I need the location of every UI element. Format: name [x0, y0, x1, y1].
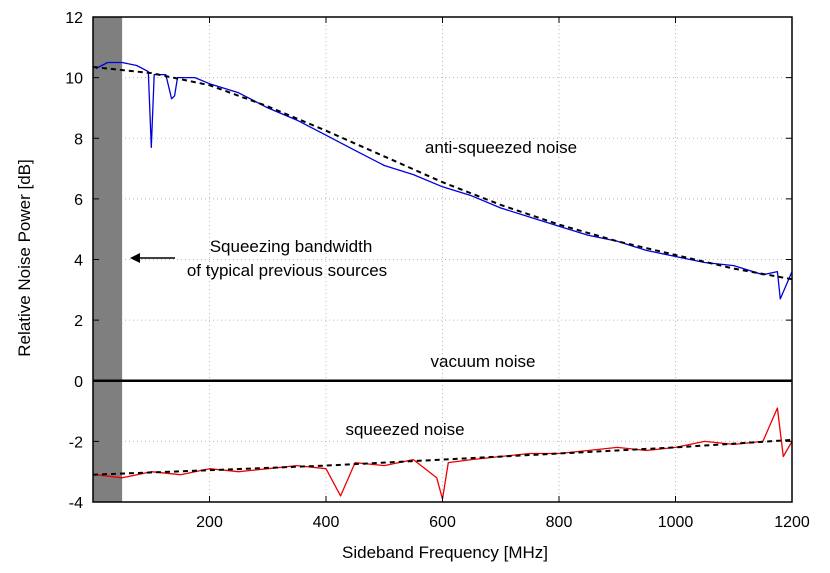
- y-tick-label: 12: [65, 10, 83, 27]
- series-layer: [92, 61, 793, 500]
- tick-labels: 200 400 600 800 1000 1200 -4 -2 0 2 4 6 8 10 12: [65, 10, 810, 531]
- x-tick-label: 800: [546, 514, 573, 531]
- x-tick-label: 1000: [658, 514, 694, 531]
- x-tick-label: 200: [196, 514, 223, 531]
- series-anti-squeezed-noise: [95, 61, 793, 300]
- y-tick-label: 4: [74, 253, 83, 270]
- y-axis-title: Relative Noise Power [dB]: [15, 159, 34, 356]
- y-tick-label: 10: [65, 71, 83, 88]
- y-tick-label: 6: [74, 192, 83, 209]
- vacuum-noise-label: vacuum noise: [431, 352, 536, 371]
- series-anti-squeezed-noise-fit: [92, 66, 793, 281]
- bandwidth-label-line1: Squeezing bandwidth: [210, 237, 373, 256]
- bandwidth-arrow: [130, 253, 175, 263]
- x-tick-label: 1200: [774, 514, 810, 531]
- y-tick-label: -2: [69, 434, 83, 451]
- bandwidth-label-line2: of typical previous sources: [187, 261, 387, 280]
- y-tick-label: 0: [74, 374, 83, 391]
- x-axis-title: Sideband Frequency [MHz]: [342, 543, 548, 562]
- x-tick-label: 600: [429, 514, 456, 531]
- squeezed-noise-label: squeezed noise: [345, 420, 464, 439]
- series-squeezed-noise: [95, 407, 793, 500]
- anti-squeezed-label: anti-squeezed noise: [425, 138, 577, 157]
- x-tick-label: 400: [313, 514, 340, 531]
- y-tick-label: 8: [74, 131, 83, 148]
- y-tick-label: -4: [69, 495, 83, 512]
- y-tick-label: 2: [74, 313, 83, 330]
